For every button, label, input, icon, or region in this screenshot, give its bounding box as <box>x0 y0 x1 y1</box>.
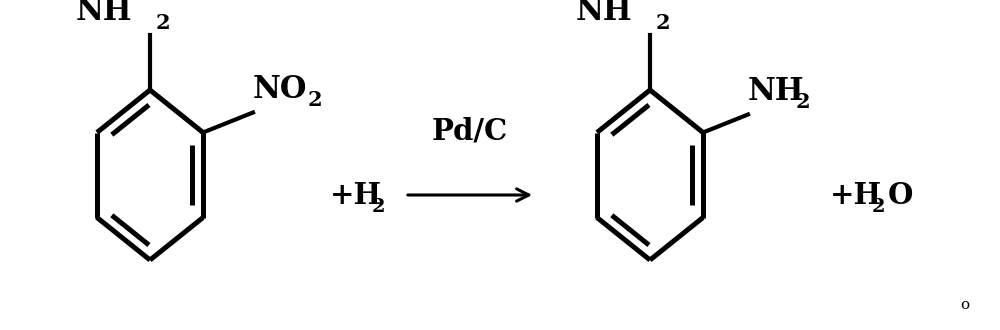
Text: 2: 2 <box>372 198 386 216</box>
Text: O: O <box>888 181 913 210</box>
Text: NH: NH <box>75 0 132 27</box>
Text: 2: 2 <box>796 92 811 113</box>
Text: 2: 2 <box>656 13 671 33</box>
Text: 2: 2 <box>872 198 886 216</box>
Text: +H: +H <box>330 181 382 210</box>
Text: NH: NH <box>575 0 632 27</box>
Text: o: o <box>960 298 970 312</box>
Text: 2: 2 <box>308 90 323 111</box>
Text: 2: 2 <box>156 13 171 33</box>
Text: NH: NH <box>748 76 805 107</box>
Text: Pd/C: Pd/C <box>432 116 508 145</box>
Text: +H: +H <box>830 181 882 210</box>
Text: NO: NO <box>253 74 307 105</box>
